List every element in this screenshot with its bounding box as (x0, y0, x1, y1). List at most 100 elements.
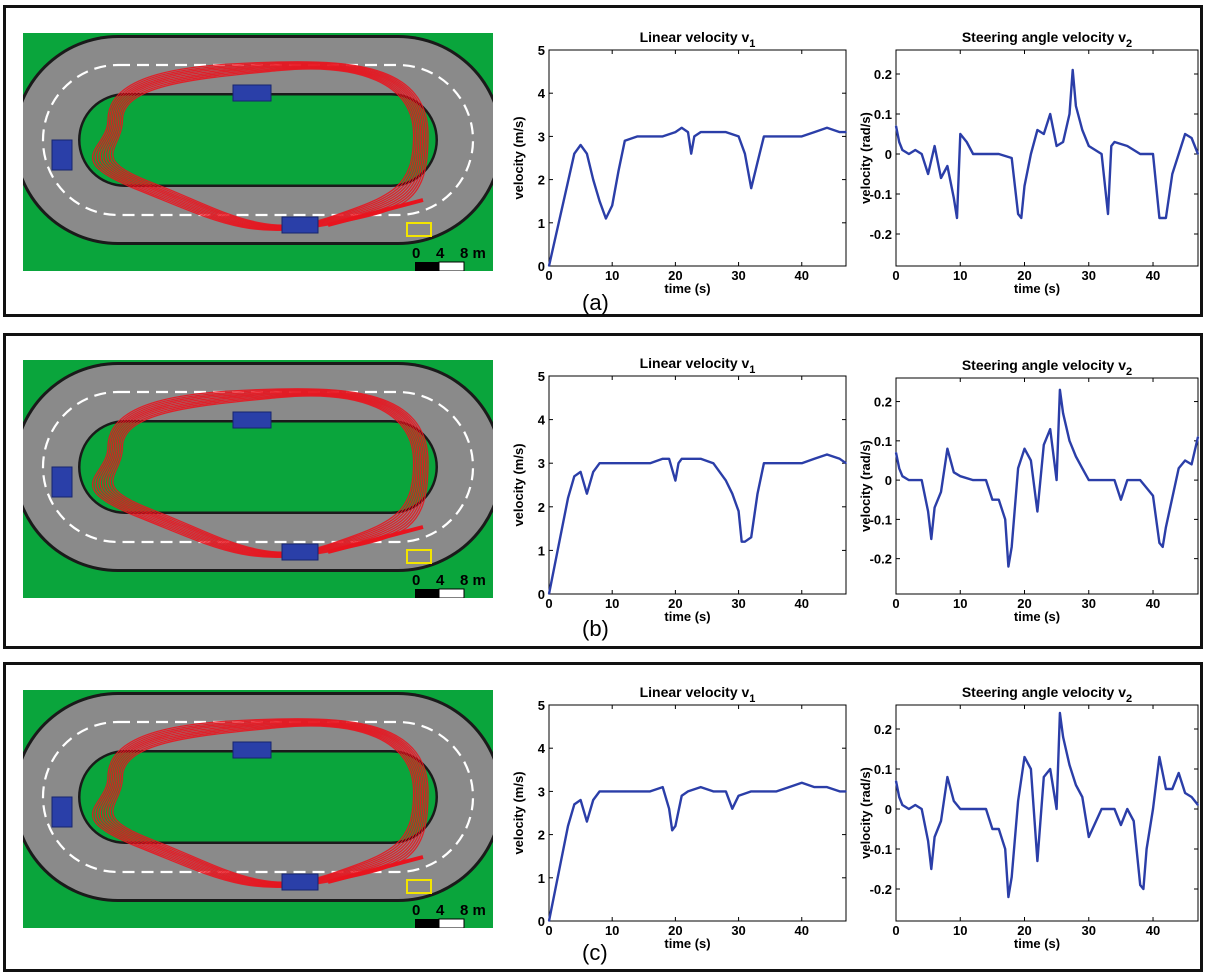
data-point (933, 836, 936, 838)
x-tick-label: 0 (892, 923, 899, 938)
data-point (933, 145, 936, 147)
data-point (895, 125, 897, 127)
obstacle-top (232, 84, 272, 102)
data-point (1062, 736, 1064, 738)
data-point (959, 808, 962, 810)
chart-title-subscript: 1 (749, 38, 755, 50)
chart-title: Steering angle velocity v2 (962, 360, 1132, 378)
data-point (1055, 808, 1058, 810)
y-tick-label: 0 (538, 914, 545, 929)
data-point (737, 794, 740, 797)
scale-label: 0 (412, 902, 420, 919)
data-point (985, 153, 987, 155)
scale-bar-white (438, 588, 465, 598)
data-point (750, 790, 753, 793)
y-axis-label: velocity (m/s) (511, 116, 526, 199)
data-point (1075, 455, 1077, 458)
series-line (894, 68, 1200, 220)
data-point (756, 161, 759, 164)
obstacle-bottom (281, 543, 319, 561)
data-point (744, 540, 746, 543)
scale-label: 8 m (460, 902, 486, 919)
data-point (1132, 820, 1135, 822)
data-point (731, 807, 734, 810)
x-tick-label: 20 (668, 268, 682, 283)
infield (80, 752, 436, 842)
data-point (1197, 153, 1199, 155)
data-point (940, 177, 942, 179)
data-point (693, 135, 696, 138)
data-point (1152, 808, 1154, 810)
trajectory-loop (102, 64, 422, 229)
data-point (624, 790, 626, 793)
data-point (1030, 153, 1032, 155)
data-point (712, 790, 715, 793)
data-point (579, 144, 582, 146)
data-point (1177, 153, 1180, 155)
data-point (611, 790, 613, 793)
data-point (661, 458, 664, 460)
data-point (1126, 145, 1129, 147)
data-point (845, 790, 847, 793)
scale-bar-black (415, 589, 439, 598)
data-point (1107, 213, 1109, 215)
trajectory-loop (94, 62, 427, 231)
scale-label: 4 (436, 245, 445, 262)
data-point (567, 497, 569, 499)
scale-bar-black (415, 919, 439, 928)
data-point (680, 458, 683, 460)
data-point (737, 135, 740, 138)
x-tick-label: 30 (1082, 268, 1096, 283)
data-point (901, 804, 904, 806)
panel-label: (b) (582, 616, 609, 641)
y-axis-label: velocity (rad/s) (858, 440, 873, 532)
data-point (1042, 443, 1045, 446)
y-tick-label: -0.2 (870, 552, 892, 567)
data-point (699, 786, 702, 788)
data-point (598, 200, 601, 202)
trajectory-loop (102, 721, 422, 886)
data-point (687, 458, 689, 460)
data-point (1113, 479, 1116, 481)
data-point (1036, 860, 1039, 862)
trajectory-loop (97, 719, 426, 887)
y-tick-label: 1 (538, 216, 545, 231)
scale-bar-white (438, 918, 465, 928)
data-point (914, 804, 917, 806)
x-tick-label: 30 (731, 923, 745, 938)
vehicle-start-box (406, 549, 432, 564)
y-tick-label: 0 (885, 802, 892, 817)
x-axis-label: time (s) (1014, 281, 1060, 296)
x-tick-label: 20 (668, 596, 682, 611)
data-point (763, 462, 765, 464)
start-segment (327, 198, 424, 227)
panel-label: (a) (582, 290, 609, 315)
data-point (813, 786, 816, 788)
data-point (985, 808, 987, 810)
data-point (1190, 463, 1193, 466)
y-tick-label: 2 (538, 500, 545, 515)
vehicle-start-box (406, 879, 432, 894)
steering-velocity-chart: Steering angle velocity v20 10 20 30 40-0.2-… (858, 32, 1200, 296)
data-point (959, 475, 962, 477)
data-point (898, 141, 901, 143)
infield (80, 422, 436, 512)
data-point (661, 135, 664, 138)
data-point (649, 790, 651, 793)
data-point (1139, 884, 1141, 886)
data-point (1184, 792, 1186, 794)
data-point (949, 459, 952, 462)
data-point (1059, 712, 1061, 714)
y-tick-label: 5 (538, 43, 545, 58)
x-axis-label: time (s) (664, 281, 710, 296)
data-point (901, 149, 904, 151)
data-point (908, 479, 910, 481)
data-point (1007, 565, 1010, 568)
data-point (788, 135, 790, 138)
data-point (1036, 129, 1039, 131)
x-tick-label: 30 (731, 596, 745, 611)
data-point (946, 776, 949, 778)
